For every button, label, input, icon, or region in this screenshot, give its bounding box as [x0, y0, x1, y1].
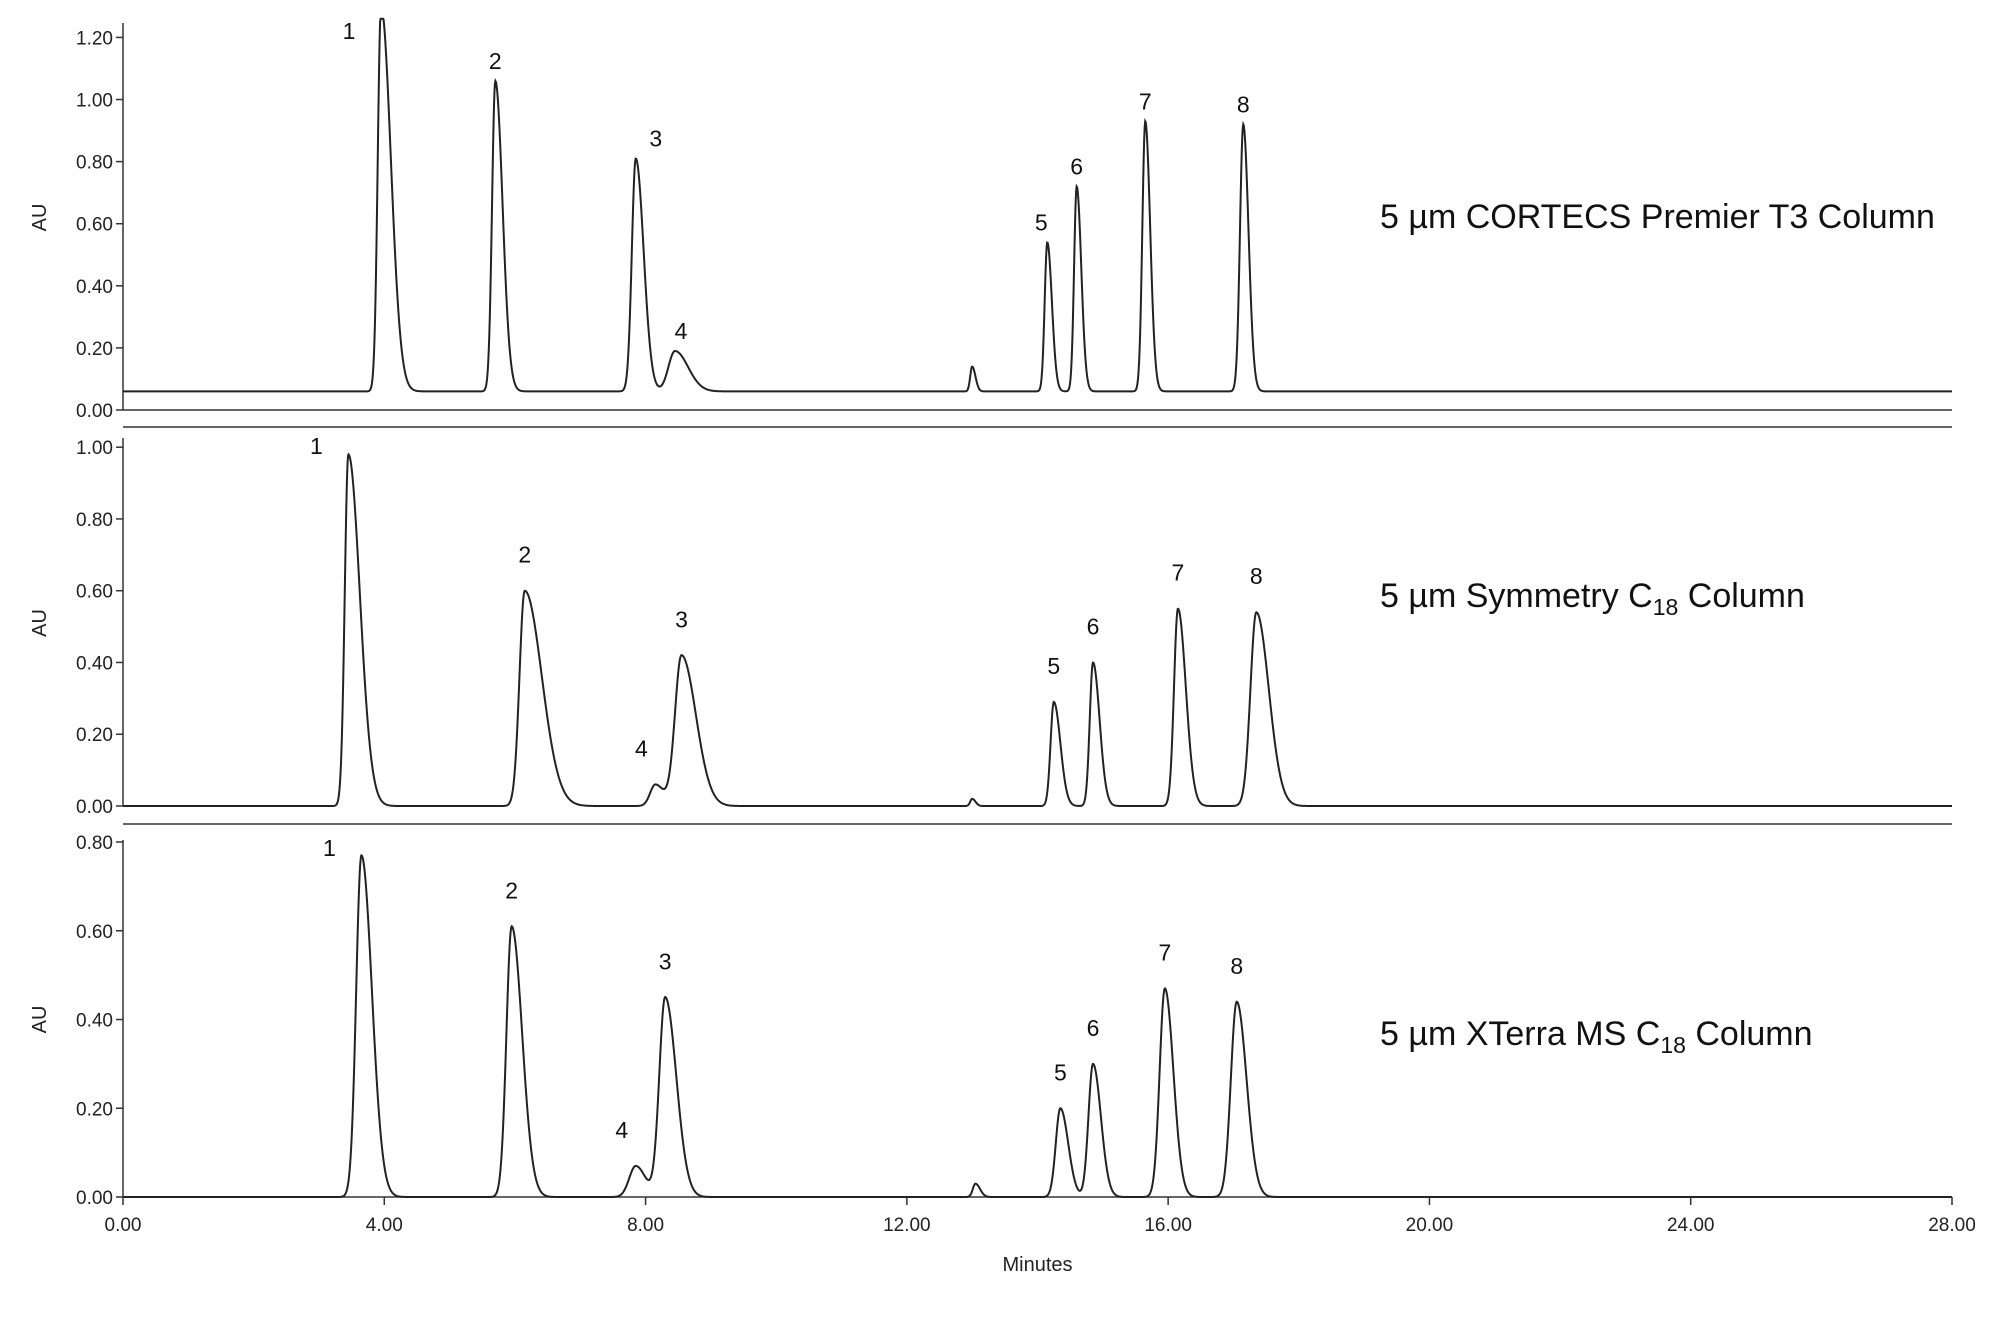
y-tick-label-2-1: 0.20	[76, 1099, 113, 1120]
peak-label-1-4: 4	[635, 735, 648, 761]
chromatogram-trace-1	[123, 452, 1952, 807]
y-tick-label-2-0: 0.00	[76, 1188, 113, 1209]
peak-label-1-1: 1	[310, 433, 323, 459]
peak-label-0-8: 8	[1237, 91, 1250, 117]
peak-label-1-5: 5	[1047, 653, 1060, 679]
chromatogram-trace-2	[123, 854, 1952, 1198]
peak-label-0-7: 7	[1139, 88, 1152, 114]
peak-label-2-8: 8	[1230, 953, 1243, 979]
y-tick-label-1-0: 0.00	[76, 797, 113, 818]
peak-label-1-2: 2	[518, 542, 531, 568]
peak-label-2-5: 5	[1054, 1059, 1067, 1085]
y-tick-label-0-3: 0.60	[76, 215, 113, 236]
panel-title-main-2: 5 µm XTerra MS C	[1380, 1015, 1660, 1053]
y-tick-label-0-1: 0.20	[76, 339, 113, 360]
peak-label-0-2: 2	[489, 48, 502, 74]
peak-label-2-7: 7	[1158, 939, 1171, 965]
x-tick-label-6: 24.00	[1667, 1215, 1715, 1236]
y-tick-label-1-3: 0.60	[76, 582, 113, 603]
peak-label-0-1: 1	[343, 18, 356, 44]
panel-title-2: 5 µm XTerra MS C18 Column	[1380, 1015, 1813, 1058]
peak-label-1-8: 8	[1250, 563, 1263, 589]
y-tick-label-0-5: 1.00	[76, 91, 113, 112]
x-axis-title: Minutes	[1002, 1254, 1072, 1276]
peak-label-0-5: 5	[1035, 209, 1048, 235]
y-tick-label-2-4: 0.80	[76, 833, 113, 854]
peak-label-0-3: 3	[649, 126, 662, 152]
y-tick-label-2-2: 0.40	[76, 1011, 113, 1032]
y-tick-label-1-2: 0.40	[76, 653, 113, 674]
y-tick-label-0-0: 0.00	[76, 401, 113, 422]
y-tick-label-1-5: 1.00	[76, 438, 113, 459]
y-axis-title-2: AU	[29, 1006, 51, 1034]
peak-label-1-6: 6	[1087, 613, 1100, 639]
y-tick-label-1-1: 0.20	[76, 725, 113, 746]
panel-title-subscript-1: 18	[1653, 594, 1679, 620]
y-tick-label-0-4: 0.80	[76, 153, 113, 174]
panel-title-tail-2: Column	[1686, 1015, 1813, 1053]
panel-title-subscript-2: 18	[1660, 1032, 1686, 1058]
peak-label-1-7: 7	[1172, 560, 1185, 586]
y-axis-title-1: AU	[29, 609, 51, 637]
x-tick-label-4: 16.00	[1144, 1215, 1192, 1236]
x-tick-label-7: 28.00	[1928, 1215, 1976, 1236]
y-tick-label-2-3: 0.60	[76, 922, 113, 943]
x-tick-label-1: 4.00	[366, 1215, 403, 1236]
y-axis-title-0: AU	[29, 204, 51, 232]
peak-label-0-6: 6	[1070, 153, 1083, 179]
x-tick-label-0: 0.00	[105, 1215, 142, 1236]
peak-label-2-6: 6	[1087, 1015, 1100, 1041]
peak-label-1-3: 3	[675, 606, 688, 632]
panel-title-tail-1: Column	[1678, 577, 1805, 615]
x-tick-label-2: 8.00	[627, 1215, 664, 1236]
panel-title-1: 5 µm Symmetry C18 Column	[1380, 577, 1805, 620]
x-tick-label-5: 20.00	[1406, 1215, 1454, 1236]
peak-label-2-1: 1	[323, 835, 336, 861]
chromatogram-trace-0	[123, 17, 1952, 393]
peak-label-0-4: 4	[675, 318, 688, 344]
y-tick-label-1-4: 0.80	[76, 510, 113, 531]
y-tick-label-0-6: 1.20	[76, 28, 113, 49]
peak-label-2-3: 3	[659, 948, 672, 974]
y-tick-label-0-2: 0.40	[76, 277, 113, 298]
panel-title-main-1: 5 µm Symmetry C	[1380, 577, 1653, 615]
panel-title-0: 5 µm CORTECS Premier T3 Column	[1380, 198, 1935, 236]
peak-label-2-2: 2	[505, 877, 518, 903]
peak-label-2-4: 4	[615, 1117, 628, 1143]
x-tick-label-3: 12.00	[883, 1215, 931, 1236]
